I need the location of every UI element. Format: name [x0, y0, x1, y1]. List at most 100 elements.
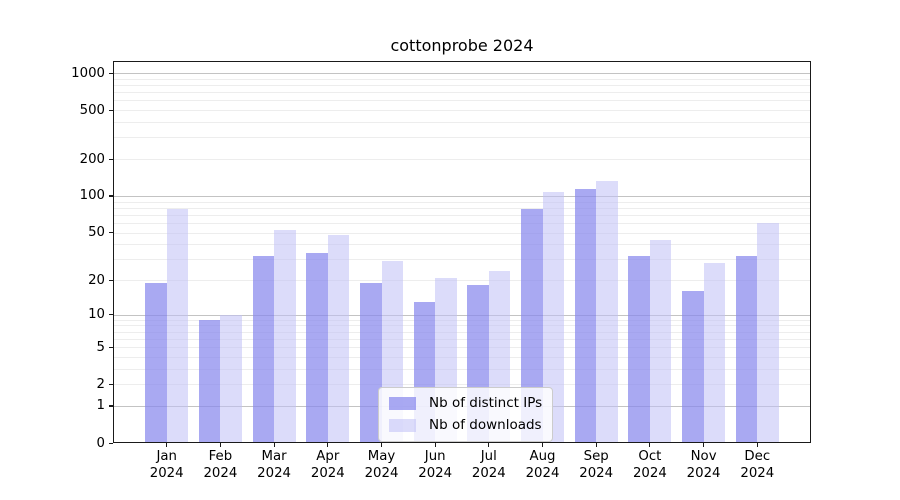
gridline	[113, 338, 811, 340]
x-tick-label: Feb 2024	[192, 448, 248, 482]
gridline	[113, 195, 811, 197]
y-tick-label: 10	[88, 307, 105, 323]
y-tick-label: 100	[79, 188, 105, 204]
x-tick-mark	[434, 443, 436, 447]
x-tick-month: May	[367, 449, 396, 464]
legend-label-distinct-ips: Nb of distinct IPs	[429, 395, 543, 411]
gridline	[113, 73, 811, 75]
gridline	[113, 368, 811, 370]
x-tick-mark	[649, 443, 651, 447]
gridline	[113, 92, 811, 94]
legend-swatch-distinct-ips	[389, 396, 416, 410]
y-tick-label: 500	[79, 102, 105, 118]
gridline	[113, 85, 811, 86]
gridline	[113, 222, 811, 224]
gridline	[113, 280, 811, 281]
gridline	[113, 110, 811, 112]
x-tick-mark	[756, 443, 758, 447]
gridline	[113, 78, 811, 80]
y-tick-mark	[109, 195, 113, 197]
y-tick-mark	[109, 314, 113, 316]
y-tick-mark	[109, 346, 113, 348]
x-tick-mark	[166, 443, 168, 447]
x-tick-year: 2024	[740, 466, 775, 481]
bar	[145, 282, 167, 443]
x-tick-mark	[380, 443, 383, 447]
bar	[682, 291, 704, 443]
gridline	[113, 331, 811, 333]
y-tick-mark	[109, 383, 113, 385]
x-tick-year: 2024	[364, 466, 399, 481]
x-tick-year: 2024	[310, 466, 345, 481]
x-tick-month: Apr	[316, 449, 340, 464]
y-tick-mark	[109, 232, 113, 234]
bar	[757, 222, 779, 443]
gridline	[113, 325, 811, 327]
x-tick-month: Nov	[690, 449, 717, 464]
bar	[360, 282, 382, 443]
gridline	[113, 159, 811, 160]
legend-swatch-downloads	[389, 418, 416, 432]
gridline	[113, 214, 811, 216]
x-tick-year: 2024	[203, 466, 238, 481]
axis-spine-left	[113, 61, 115, 443]
x-tick-month: Oct	[638, 449, 662, 464]
y-tick-label: 1	[96, 398, 105, 414]
gridline	[113, 259, 811, 261]
gridline	[113, 244, 811, 246]
x-tick-label: Sep 2024	[568, 448, 624, 482]
bar	[220, 314, 242, 443]
legend-label-downloads: Nb of downloads	[429, 417, 542, 433]
x-tick-label: Oct 2024	[622, 448, 678, 482]
y-tick-mark	[109, 158, 113, 160]
x-tick-year: 2024	[149, 466, 184, 481]
x-tick-mark	[541, 443, 544, 447]
y-tick-label: 50	[88, 225, 105, 240]
x-tick-month: Jul	[480, 449, 497, 464]
legend: Nb of distinct IPs Nb of downloads	[378, 387, 554, 442]
x-tick-label: Jul 2024	[461, 448, 517, 482]
x-tick-label: Aug 2024	[515, 448, 571, 482]
gridline	[113, 122, 811, 123]
axis-spine-top	[113, 61, 811, 63]
bar	[649, 240, 672, 443]
y-tick-mark	[109, 279, 113, 281]
x-tick-year: 2024	[632, 466, 667, 481]
x-tick-mark	[219, 443, 221, 447]
y-tick-label: 2	[96, 376, 105, 392]
axis-spine-bottom	[113, 442, 811, 444]
plot-area: Nb of distinct IPs Nb of downloads	[113, 61, 812, 444]
x-tick-label: Apr 2024	[300, 448, 356, 482]
x-tick-mark	[595, 443, 597, 447]
x-tick-month: Jun	[424, 449, 446, 464]
gridline	[113, 137, 811, 139]
x-tick-year: 2024	[579, 466, 614, 481]
gridline	[113, 347, 811, 349]
gridline	[113, 356, 811, 358]
y-tick-mark	[109, 405, 113, 407]
bar	[274, 230, 296, 443]
y-tick-mark	[109, 442, 113, 444]
x-tick-label: Jun 2024	[407, 448, 463, 482]
bar	[735, 255, 758, 443]
y-tick-label: 200	[79, 151, 105, 167]
gridline	[113, 314, 811, 316]
x-tick-year: 2024	[418, 466, 453, 481]
bar	[628, 255, 650, 443]
x-tick-month: Jan	[156, 449, 177, 464]
gridline	[113, 232, 811, 234]
gridline	[113, 384, 811, 386]
bar	[198, 319, 221, 443]
x-tick-year: 2024	[686, 466, 721, 481]
x-tick-mark	[488, 443, 490, 447]
bar	[252, 255, 275, 443]
bar	[596, 180, 618, 443]
gridline	[113, 100, 811, 102]
x-tick-label: Jan 2024	[139, 448, 195, 482]
bar	[574, 188, 597, 443]
bar	[166, 209, 189, 443]
chart-title: cottonprobe 2024	[390, 36, 534, 55]
legend-entry-distinct-ips: Nb of distinct IPs	[389, 395, 542, 411]
y-tick-mark	[109, 72, 113, 74]
